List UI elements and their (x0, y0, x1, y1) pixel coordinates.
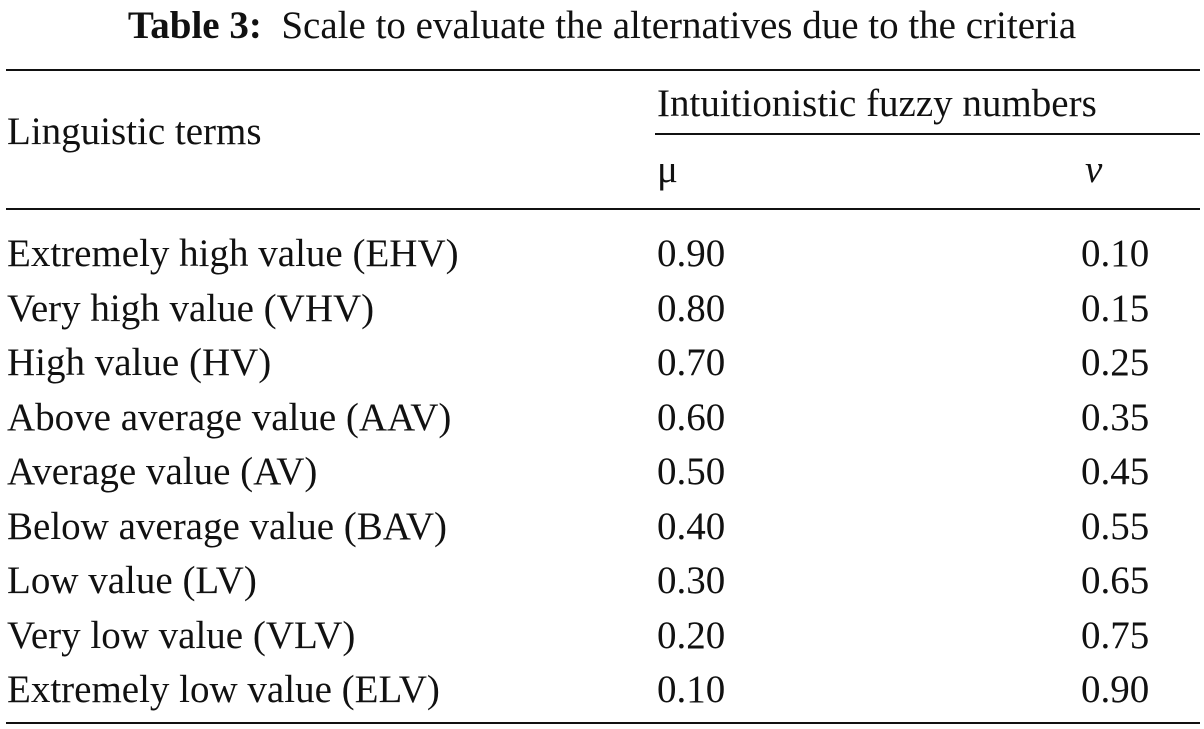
row-nu: 0.75 (1081, 613, 1150, 657)
row-term: Very low value (VLV) (7, 613, 356, 657)
table-row: Average value (AV) 0.50 0.45 (0, 444, 1204, 499)
table-row: High value (HV) 0.70 0.25 (0, 335, 1204, 390)
table-top-rule (6, 69, 1200, 71)
row-mu: 0.30 (657, 559, 726, 602)
row-mu: 0.50 (657, 450, 726, 493)
row-mu: 0.80 (657, 286, 726, 330)
row-nu: 0.25 (1081, 341, 1150, 384)
table-row: Extremely low value (ELV) 0.10 0.90 (0, 662, 1204, 717)
table-bottom-rule (6, 722, 1200, 724)
table-row: Extremely high value (EHV) 0.90 0.10 (0, 226, 1204, 281)
header-mu: μ (657, 148, 678, 191)
table-row: Very high value (VHV) 0.80 0.15 (0, 281, 1204, 336)
row-nu: 0.35 (1081, 395, 1150, 439)
header-intuitionistic-fuzzy-numbers: Intuitionistic fuzzy numbers (657, 82, 1097, 125)
row-mu: 0.40 (657, 504, 726, 548)
table-body: Extremely high value (EHV) 0.90 0.10 Ver… (0, 226, 1204, 717)
row-term: High value (HV) (7, 341, 272, 384)
row-term: Low value (LV) (7, 559, 257, 602)
row-nu: 0.65 (1081, 559, 1150, 602)
row-mu: 0.20 (657, 613, 726, 657)
header-group-rule (655, 133, 1200, 135)
row-term: Above average value (AAV) (7, 395, 452, 439)
table-row: Above average value (AAV) 0.60 0.35 (0, 390, 1204, 445)
row-nu: 0.15 (1081, 286, 1150, 330)
row-nu: 0.55 (1081, 504, 1150, 548)
row-mu: 0.60 (657, 395, 726, 439)
header-nu: ν (1085, 148, 1103, 191)
row-nu: 0.90 (1081, 668, 1150, 711)
table-caption-text: Scale to evaluate the alternatives due t… (281, 4, 1077, 47)
row-term: Extremely low value (ELV) (7, 668, 440, 711)
row-term: Below average value (BAV) (7, 504, 448, 548)
table-caption-label: Table 3: (127, 4, 262, 47)
table-header-rule (6, 208, 1200, 210)
header-linguistic-terms: Linguistic terms (7, 110, 262, 153)
row-mu: 0.90 (657, 232, 726, 275)
table-row: Very low value (VLV) 0.20 0.75 (0, 608, 1204, 663)
table-caption: Table 3: Scale to evaluate the alternati… (0, 0, 1204, 60)
row-term: Extremely high value (EHV) (7, 232, 459, 275)
table-row: Below average value (BAV) 0.40 0.55 (0, 499, 1204, 554)
row-nu: 0.10 (1081, 232, 1150, 275)
table-row: Low value (LV) 0.30 0.65 (0, 553, 1204, 608)
row-mu: 0.10 (657, 668, 726, 711)
row-mu: 0.70 (657, 341, 726, 384)
row-nu: 0.45 (1081, 450, 1150, 493)
row-term: Average value (AV) (7, 450, 318, 493)
row-term: Very high value (VHV) (7, 286, 375, 330)
